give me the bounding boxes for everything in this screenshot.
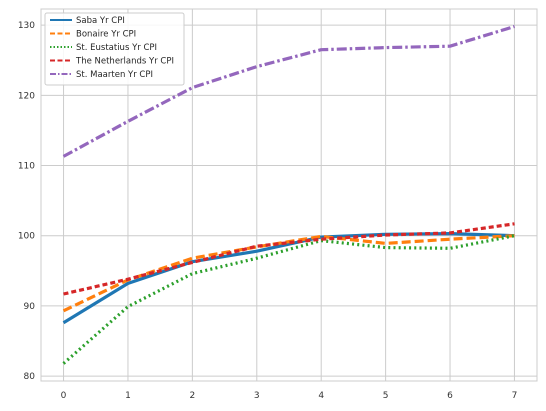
y-axis-ticks: 80 90 100 110 120 130 — [18, 21, 35, 382]
legend-label: St. Maarten Yr CPI — [76, 70, 153, 80]
legend-label: St. Eustatius Yr CPI — [76, 43, 157, 53]
grid-lines — [41, 9, 537, 381]
y-tick-label: 110 — [18, 162, 35, 172]
x-tick-label: 4 — [318, 391, 324, 401]
x-tick-label: 7 — [512, 391, 518, 401]
x-tick-label: 6 — [447, 391, 453, 401]
legend-label: Bonaire Yr CPI — [76, 30, 136, 40]
x-tick-label: 0 — [61, 391, 67, 401]
legend-box — [44, 12, 185, 86]
series-line-1 — [62, 234, 515, 313]
legend-label: The Netherlands Yr CPI — [75, 57, 174, 67]
y-tick-label: 100 — [18, 232, 35, 242]
y-tick-label: 130 — [18, 21, 35, 31]
x-tick-label: 2 — [190, 391, 196, 401]
x-tick-label: 1 — [125, 391, 131, 401]
x-tick-label: 3 — [254, 391, 260, 401]
series-lines — [62, 24, 515, 365]
x-axis-ticks: 0 1 2 3 4 5 6 7 — [61, 391, 518, 401]
x-tick-label: 5 — [383, 391, 389, 401]
legend: Saba Yr CPI Bonaire Yr CPI St. Eustatius Y… — [44, 12, 185, 86]
y-tick-label: 120 — [18, 91, 35, 101]
legend-label: Saba Yr CPI — [76, 16, 125, 26]
series-line-4 — [62, 24, 515, 158]
series-line-0 — [62, 232, 515, 325]
y-tick-label: 90 — [24, 302, 36, 312]
y-tick-label: 80 — [24, 372, 36, 382]
